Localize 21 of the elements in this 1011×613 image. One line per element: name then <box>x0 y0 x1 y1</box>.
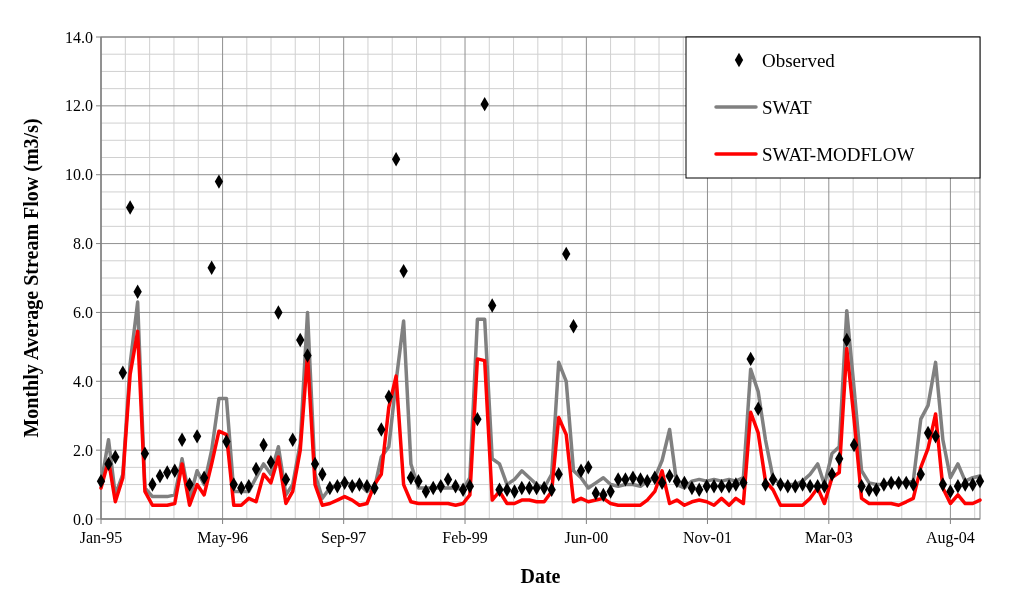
y-tick-label: 12.0 <box>65 97 93 115</box>
x-tick-label: Jan-95 <box>79 529 123 546</box>
y-tick-label: 2.0 <box>73 441 93 459</box>
x-tick-label: Nov-01 <box>683 529 732 546</box>
x-tick-label: May-96 <box>197 529 248 547</box>
x-tick-label: Feb-99 <box>442 529 488 546</box>
y-tick-label: 8.0 <box>73 235 93 253</box>
legend-label: Observed <box>762 49 836 71</box>
y-tick-label: 14.0 <box>65 28 93 46</box>
x-tick-label: Mar-03 <box>804 529 853 546</box>
y-tick-label: 0.0 <box>73 510 93 528</box>
y-tick-label: 4.0 <box>73 372 93 390</box>
y-tick-label: 10.0 <box>65 166 93 184</box>
x-axis-title: Date <box>520 565 561 587</box>
x-tick-label: Sep-97 <box>321 529 367 547</box>
y-axis-title: Monthly Average Stream Flow (m3/s) <box>20 118 43 438</box>
y-tick-label: 6.0 <box>73 304 93 322</box>
x-tick-label: Jun-00 <box>564 529 609 546</box>
legend-label: SWAT-MODFLOW <box>762 143 915 165</box>
legend-label: SWAT <box>762 96 813 118</box>
x-tick-label: Aug-04 <box>925 529 975 547</box>
